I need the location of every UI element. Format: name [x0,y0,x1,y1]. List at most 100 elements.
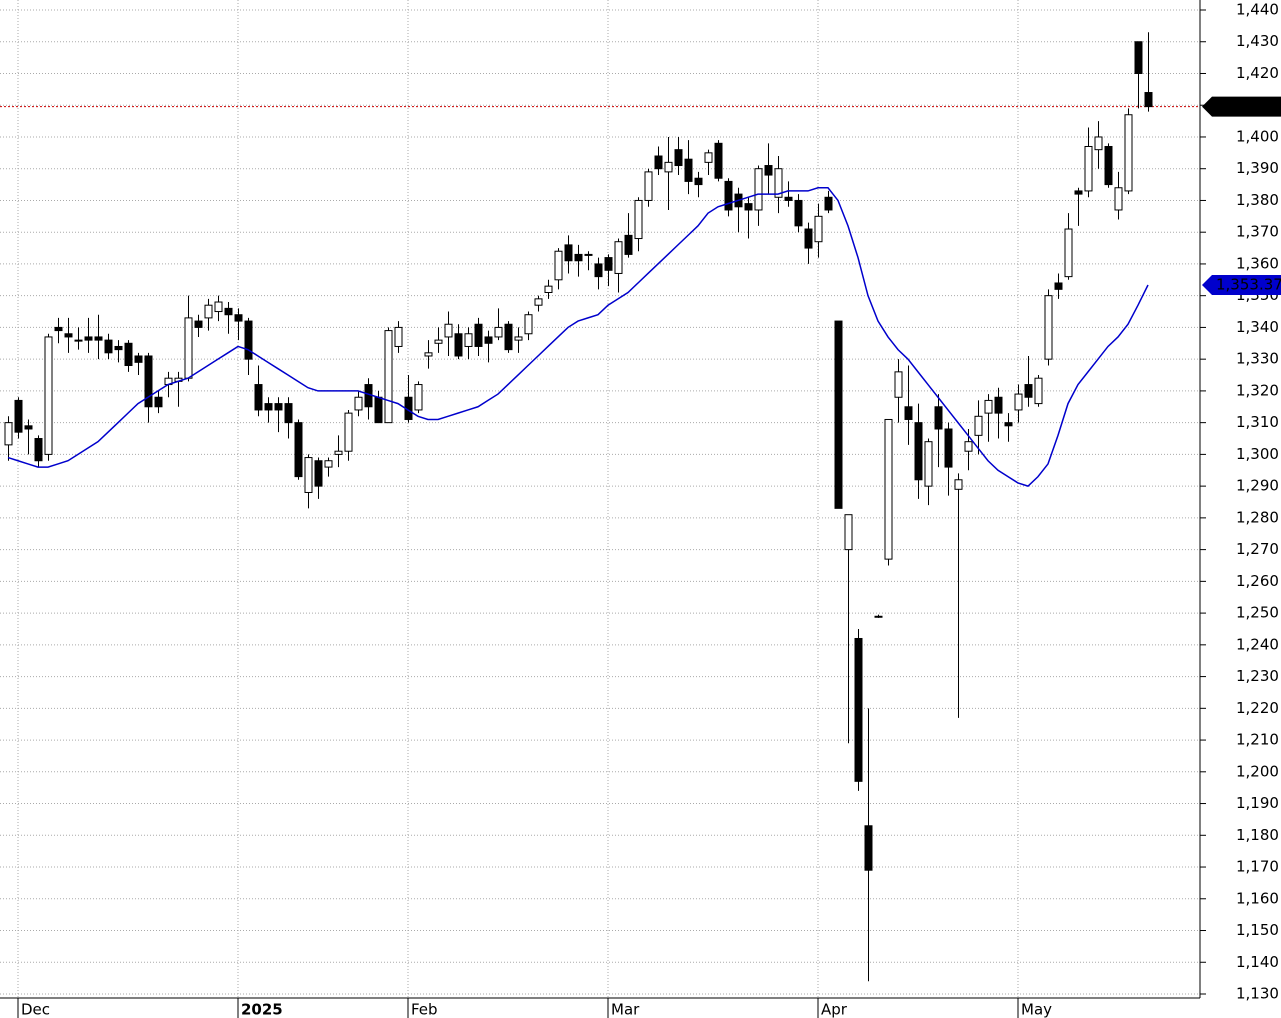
candle-body [764,165,773,176]
candle-body [214,301,223,313]
candle-body [1094,136,1103,151]
candle-body [774,168,783,198]
y-tick-label: 1,150 [1236,921,1279,939]
x-tick-label: Apr [821,1001,848,1018]
candle-body [384,330,393,424]
candle-body [944,428,953,468]
x-tick-label: 2025 [241,1001,283,1018]
candle-body [1044,295,1053,360]
candle-body [104,339,113,354]
candle-body [914,422,923,481]
candle-body [1124,114,1133,192]
y-tick-label: 1,320 [1236,381,1279,399]
candle-body [44,336,53,455]
candle-body [234,314,243,322]
candle-body [874,615,883,618]
candle-body [794,199,803,227]
candle-body [94,336,103,341]
candle-body [834,320,843,509]
candle-body [464,333,473,347]
candle-body [84,336,93,341]
y-tick-label: 1,330 [1236,350,1279,368]
candle-body [144,355,153,408]
y-tick-label: 1,390 [1236,159,1279,177]
candle-body [544,285,553,294]
candle-body [584,253,593,256]
candle-body [224,307,233,316]
y-tick-label: 1,370 [1236,223,1279,241]
y-tick-label: 1,130 [1236,985,1279,1003]
candle-body [884,418,893,560]
candle-body [374,396,383,424]
candle-body [624,234,633,255]
candle-body [754,168,763,211]
y-tick-label: 1,310 [1236,413,1279,431]
y-tick-label: 1,300 [1236,445,1279,463]
candle-body [1034,377,1043,405]
candle-body [504,323,513,351]
price-tag-label: 1,409.56 [1216,97,1281,115]
candle-body [324,460,333,468]
candle-body [334,450,343,455]
candle-body [124,342,133,367]
candle-body [704,152,713,163]
candle-body [194,320,203,328]
candle-body [594,263,603,278]
candle-body [674,149,683,167]
candle-body [564,244,573,262]
y-tick-label: 1,250 [1236,604,1279,622]
y-tick-label: 1,280 [1236,508,1279,526]
candle-body [814,215,823,243]
y-tick-label: 1,260 [1236,572,1279,590]
candle-body [1064,228,1073,278]
candle-body [394,326,403,347]
candle-body [354,396,363,411]
candle-body [304,457,313,493]
candle-body [204,304,213,319]
candle-body [24,425,33,430]
candle-body [604,257,613,271]
candle-body [414,384,423,411]
price-tag [1202,274,1281,295]
candle-body [244,320,253,360]
candle-body [344,412,353,452]
candle-body [634,199,643,240]
candle-body [1024,384,1033,398]
y-tick-label: 1,440 [1236,1,1279,19]
candle-body [1004,422,1013,427]
candle-body [1054,282,1063,290]
candle-body [274,403,283,411]
y-tick-label: 1,380 [1236,191,1279,209]
y-tick-label: 1,140 [1236,953,1279,971]
candle-body [554,250,563,281]
candle-body [894,371,903,398]
candle-body [74,339,83,342]
candle-body [284,403,293,424]
candle-body [1014,393,1023,411]
candle-body [684,158,693,182]
y-tick-label: 1,400 [1236,127,1279,145]
candle-body [994,396,1003,414]
candle-body [864,825,873,871]
y-tick-label: 1,420 [1236,64,1279,82]
candle-body [134,355,143,363]
candle-body [614,241,623,274]
x-tick-label: Mar [611,1001,640,1018]
moving-average [7,187,1149,487]
x-tick-label: May [1021,1001,1052,1018]
y-tick-label: 1,220 [1236,699,1279,717]
candle-body [524,314,533,335]
candle-body [444,323,453,338]
y-tick-label: 1,340 [1236,318,1279,336]
y-tick-label: 1,170 [1236,858,1279,876]
y-tick-label: 1,290 [1236,477,1279,495]
candle-body [534,298,543,306]
y-tick-label: 1,180 [1236,826,1279,844]
y-tick-label: 1,270 [1236,540,1279,558]
candle-body [954,479,963,490]
price-tag [1202,96,1281,117]
x-tick-label: Feb [411,1001,438,1018]
y-tick-label: 1,360 [1236,254,1279,272]
y-tick-label: 1,190 [1236,794,1279,812]
